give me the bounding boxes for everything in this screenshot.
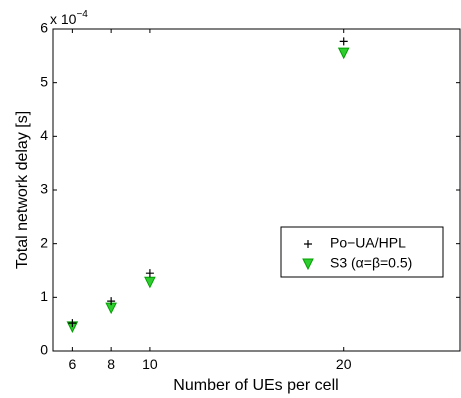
- legend-triangle-icon: [302, 258, 314, 271]
- y-tick-label-2: 2: [40, 234, 48, 250]
- y-axis-label: Total network delay [s]: [14, 111, 31, 269]
- x-ticks: 6 8 10 20: [68, 29, 352, 372]
- x-tick-label-8: 8: [107, 356, 115, 372]
- y-ticks: 0 1 2 3 4 5 6: [40, 20, 460, 358]
- data-markers: [66, 37, 350, 333]
- legend-plus-icon: [304, 240, 312, 248]
- plot-area: [52, 28, 461, 352]
- y-tick-label-1: 1: [40, 288, 48, 304]
- y-tick-label-5: 5: [40, 73, 48, 89]
- po-ua-hpl-point-8: [107, 297, 116, 306]
- y-tick-label-3: 3: [40, 181, 48, 197]
- s3-point-20: [337, 47, 350, 60]
- y-tick-label-0: 0: [40, 342, 48, 358]
- legend-entry-s3: S3 (α=β=0.5): [330, 255, 412, 271]
- legend-marker-plus: [304, 240, 312, 248]
- x-tick-label-6: 6: [68, 356, 76, 372]
- legend: Po−UA/HPL S3 (α=β=0.5): [280, 226, 444, 278]
- po-ua-hpl-point-6: [68, 319, 77, 328]
- legend-marker-triangle: [302, 258, 314, 271]
- po-ua-hpl-point-10: [145, 269, 154, 278]
- y-tick-label-6: 6: [40, 20, 48, 36]
- x-tick-label-20: 20: [336, 356, 352, 372]
- po-ua-hpl-point-20: [339, 37, 348, 46]
- x-axis-label: Number of UEs per cell: [173, 377, 338, 394]
- x-tick-label-10: 10: [142, 356, 158, 372]
- s3-point-10: [144, 276, 156, 289]
- legend-entry-po-ua-hpl: Po−UA/HPL: [330, 235, 406, 251]
- y-multiplier: x 10−4: [50, 9, 88, 27]
- y-tick-label-4: 4: [40, 127, 48, 143]
